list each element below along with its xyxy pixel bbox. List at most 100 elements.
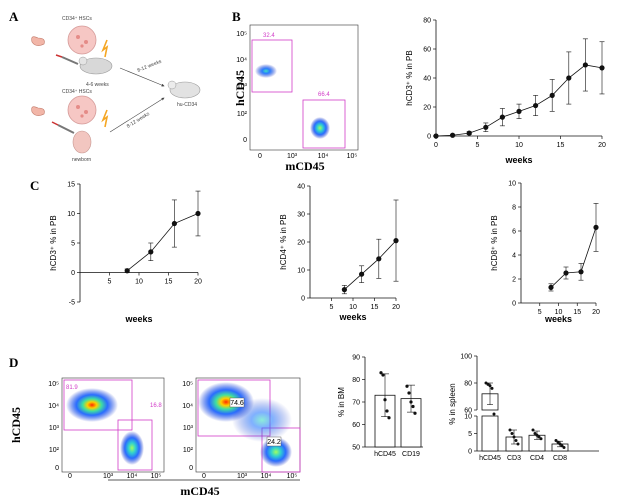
y-axis-title: % in BM	[337, 387, 346, 417]
data-point	[582, 62, 589, 68]
y-tick-label: 0	[301, 296, 305, 303]
flow-b-ylabel: hCD45	[233, 70, 247, 106]
flow-d-ytick: 10²	[183, 447, 194, 454]
radiation-bolt-icon-top	[101, 39, 109, 58]
y-tick-label: 30	[297, 212, 305, 219]
population-b-top	[255, 64, 277, 78]
data-point	[549, 92, 555, 98]
y-tick-label: 70	[352, 400, 360, 407]
result-label: hu-CD34	[177, 102, 197, 108]
y-tick-label: 8	[512, 205, 516, 212]
data-point	[539, 437, 543, 441]
data-point	[516, 442, 520, 446]
mouse-icon-adult	[79, 57, 113, 75]
data-point	[171, 220, 177, 227]
arrow-top	[119, 67, 165, 87]
gate-d-left-bottom	[117, 419, 153, 471]
arrow-bottom-label: 8-12 weeks	[126, 111, 151, 130]
flow-d-ytick: 10³	[183, 425, 194, 432]
x-tick-label: hCD45	[479, 455, 501, 462]
data-point	[514, 439, 518, 442]
x-tick-label: 5	[538, 309, 542, 316]
flow-d-ytick: 10²	[49, 447, 60, 454]
data-point	[512, 435, 516, 439]
arrow-bottom	[109, 97, 165, 133]
flow-d-ytick: 10⁴	[48, 403, 59, 410]
x-tick-label: 10	[349, 304, 357, 311]
x-axis-title: weeks	[504, 155, 532, 165]
panel-letter-d: D	[9, 355, 18, 370]
population-d-left-bottom	[120, 431, 144, 465]
series-line	[344, 240, 397, 290]
data-point	[578, 269, 584, 275]
x-tick-label: CD4	[530, 455, 544, 462]
x-tick-label: 20	[194, 279, 202, 286]
y-tick-label: 100	[460, 354, 472, 361]
series-line	[550, 227, 597, 288]
y-tick-label: 60	[352, 422, 360, 429]
x-tick-label: 5	[108, 279, 112, 286]
y-tick-label: 15	[67, 182, 75, 189]
flow-d-xtick: 10⁵	[287, 473, 298, 480]
x-tick-label: 15	[557, 142, 565, 149]
y-tick-label: 0	[468, 449, 472, 456]
y-axis-title: hCD3⁺ % in PB	[49, 215, 58, 270]
y-tick-label: 5	[468, 431, 472, 438]
bar-chart-bm: 50 60 70 80 90 % in BM hCD45 CD19	[337, 355, 423, 458]
radiation-bolt-icon-bottom	[101, 109, 109, 128]
x-tick-label: 20	[592, 309, 600, 316]
y-tick-label: 4	[512, 253, 516, 260]
data-point	[195, 210, 201, 217]
gate-b-top-label: 32.4	[263, 33, 275, 39]
flow-b-ytick: 10³	[237, 83, 248, 90]
y-axis-title: hCD3⁺ % in PB	[405, 50, 414, 105]
y-tick-label: 50	[352, 445, 360, 452]
data-point	[341, 287, 347, 293]
y-tick-label: 60	[423, 47, 431, 54]
y-tick-label: 0	[512, 301, 516, 308]
y-tick-label: 10	[297, 268, 305, 275]
line-chart-c-hcd3: -5 0 5 10 15 5 10 15 20 hCD3⁺ % in PB weeks	[49, 182, 202, 325]
y-axis-title: hCD8⁺ % in PB	[490, 215, 499, 270]
data-point	[508, 428, 512, 432]
x-tick-label: 10	[515, 142, 523, 149]
flow-plot-d-left: 81.9 16.8 hCD45 10⁵ 10⁴ 10³ 10² 0 0 10³ …	[9, 377, 165, 480]
flow-b-ytick: 10⁵	[236, 31, 247, 38]
y-tick-label: 80	[352, 377, 360, 384]
data-point	[492, 412, 496, 416]
flow-plot-b: 32.4 66.4 hCD45 mCD45 10⁵ 10⁴ 10³ 10² 0 …	[233, 24, 359, 173]
umbilical-cord-icon-bottom	[31, 106, 45, 116]
flow-b-xlabel: mCD45	[285, 159, 324, 173]
series-line	[435, 64, 603, 137]
flow-d-left-frame	[61, 377, 165, 473]
data-point	[483, 124, 489, 130]
y-tick-label: 20	[297, 240, 305, 247]
x-axis-title: weeks	[544, 314, 572, 324]
flow-d-xtick: 10⁴	[261, 473, 272, 480]
flow-d-xtick: 0	[68, 473, 72, 480]
x-tick-label: 0	[434, 142, 438, 149]
y-tick-label: 0	[71, 270, 75, 277]
x-tick-label: 15	[165, 279, 173, 286]
flow-d-xtick: 10³	[103, 473, 114, 480]
y-tick-label: 60	[464, 408, 472, 415]
flow-d-xtick: 10⁴	[127, 473, 138, 480]
flow-b-xtick: 0	[258, 153, 262, 160]
y-tick-label: 40	[423, 76, 431, 83]
data-point	[488, 384, 492, 388]
y-tick-label: 40	[297, 184, 305, 191]
gate-d-right-top-label: 74.6	[230, 400, 244, 407]
data-point	[407, 391, 411, 395]
series-line	[126, 213, 199, 272]
gate-d-right-bottom-label: 24.2	[267, 439, 281, 446]
data-point	[563, 270, 569, 276]
data-point	[466, 130, 472, 136]
population-b-bottom	[310, 117, 330, 139]
y-tick-label: 5	[71, 241, 75, 248]
flow-d-right-frame	[195, 377, 301, 473]
flow-d-ytick: 0	[55, 465, 59, 472]
newborn-mouse-icon	[72, 130, 92, 154]
newborn-label: newborn	[72, 157, 91, 163]
data-point	[533, 102, 539, 109]
